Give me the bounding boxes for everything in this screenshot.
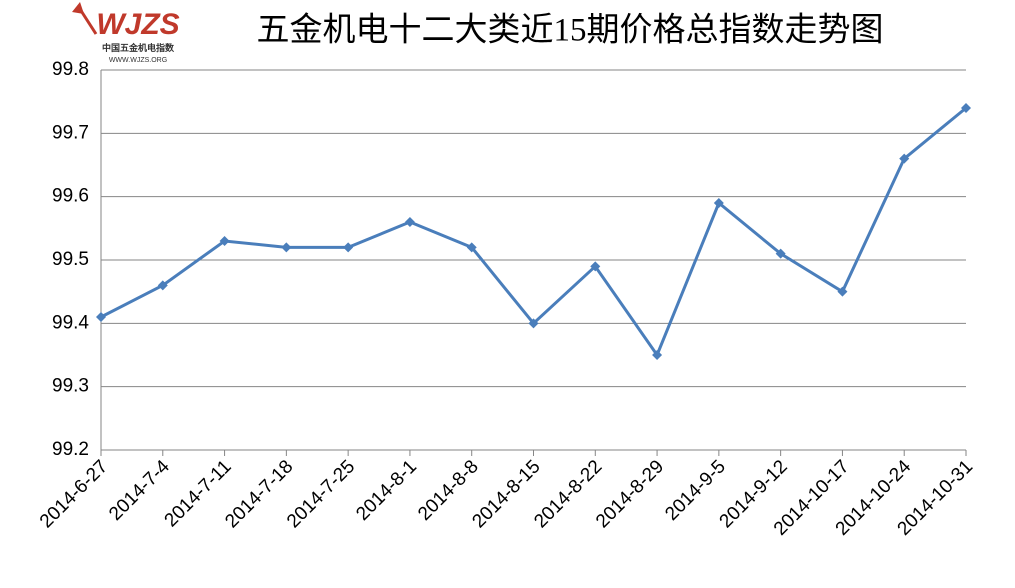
line — [100, 106, 967, 359]
y-tick-label: 99.7 — [52, 122, 89, 143]
y-tick-label: 99.3 — [52, 376, 89, 397]
logo: WJZS 中国五金机电指数 WWW.WJZS.ORG — [72, 2, 180, 64]
marker — [652, 350, 663, 360]
y-tick-label: 99.6 — [52, 186, 89, 207]
x-tick-label: 2014-8-1 — [352, 456, 421, 525]
marker — [466, 242, 477, 253]
marker — [281, 242, 292, 253]
marker — [219, 236, 230, 246]
y-tick-label: 99.8 — [52, 59, 89, 80]
marker — [96, 312, 106, 322]
y-tick-label: 99.4 — [52, 312, 89, 333]
logo-arrowhead — [72, 2, 84, 14]
x-tick-label: 2014-7-25 — [283, 456, 359, 532]
x-tick-label: 2014-6-27 — [36, 456, 112, 532]
marker — [157, 280, 168, 291]
marker — [343, 242, 354, 253]
y-tick-label: 99.2 — [52, 439, 89, 460]
marker — [899, 153, 910, 164]
marker — [961, 103, 971, 113]
marker — [775, 248, 786, 259]
chart-title: 五金机电十二大类近15期价格总指数走势图 — [257, 12, 884, 49]
marker — [404, 217, 415, 227]
x-tick-label: 2014-8-29 — [592, 456, 668, 532]
logo-url: WWW.WJZS.ORG — [109, 57, 167, 64]
marker — [713, 198, 724, 208]
marker — [528, 318, 539, 329]
y-tick-label: 99.5 — [52, 249, 89, 270]
marker — [590, 261, 601, 272]
logo-subtitle: 中国五金机电指数 — [102, 42, 175, 53]
marker — [837, 286, 848, 297]
logo-text: WJZS — [96, 8, 179, 41]
